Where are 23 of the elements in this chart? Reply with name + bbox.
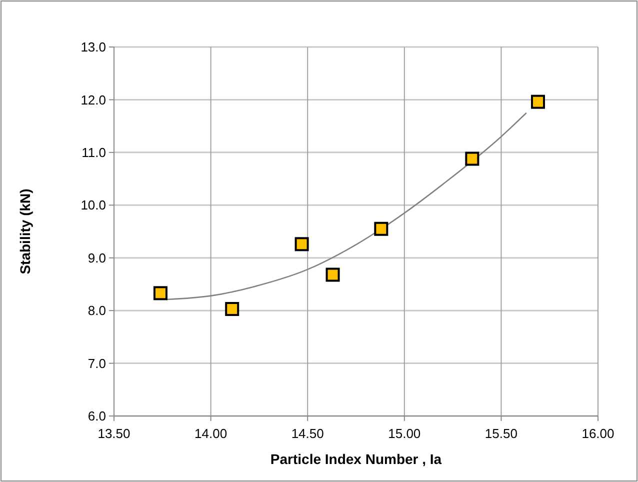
y-tick-label: 12.0 bbox=[80, 92, 106, 108]
point bbox=[465, 152, 480, 166]
y-axis-title: Stability (kN) bbox=[17, 188, 33, 274]
point bbox=[153, 286, 168, 300]
x-tick-label: 16.00 bbox=[582, 426, 614, 441]
y-tick-label: 10.0 bbox=[80, 198, 106, 213]
y-tick-label: 6.0 bbox=[88, 408, 106, 424]
x-axis-title: Particle Index Number , Ia bbox=[270, 451, 442, 467]
y-tick-label: 11.0 bbox=[82, 144, 106, 160]
point bbox=[294, 237, 309, 252]
y-tick-label: 7.0 bbox=[88, 356, 106, 371]
x-tick-label: 14.00 bbox=[194, 426, 228, 441]
point bbox=[225, 302, 240, 316]
y-tick-label: 9.0 bbox=[88, 250, 106, 266]
point bbox=[374, 222, 388, 236]
point bbox=[326, 268, 340, 282]
y-tick-label: 13.0 bbox=[80, 40, 106, 55]
x-tick-label: 15.00 bbox=[388, 426, 421, 441]
y-tick-label: 8.0 bbox=[88, 303, 106, 318]
point bbox=[530, 94, 545, 109]
x-tick-label: 15.50 bbox=[484, 426, 518, 441]
x-tick-label: 14.50 bbox=[291, 426, 324, 441]
x-tick-label: 13.50 bbox=[98, 426, 130, 441]
